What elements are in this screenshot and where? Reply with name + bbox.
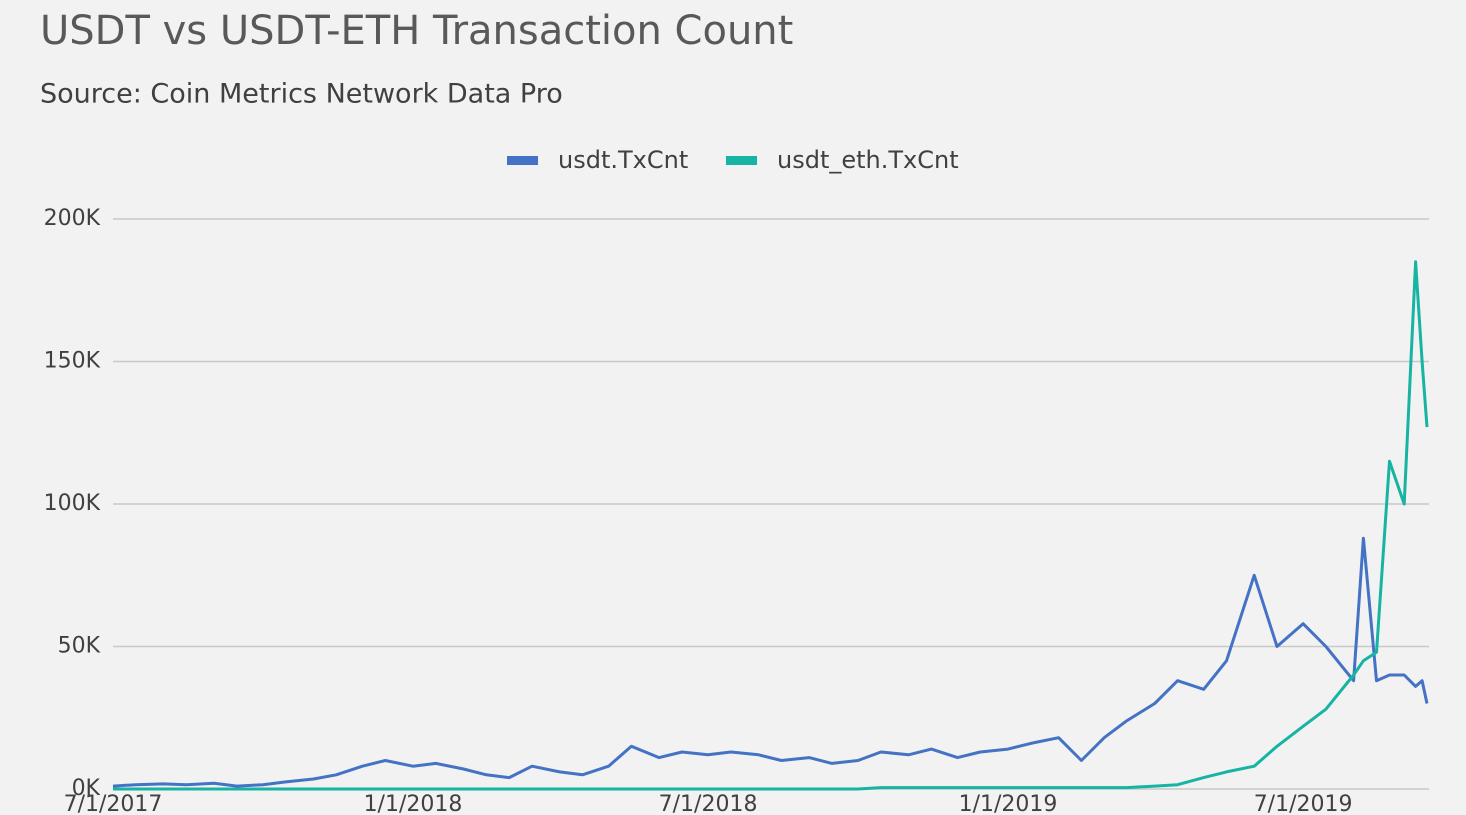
x-tick-label: 7/1/2017 [64,792,163,815]
y-tick-label: 0K [72,776,101,801]
legend-label: usdt.TxCnt [558,146,688,174]
legend-swatch [507,156,538,165]
x-tick-label: 7/1/2019 [1254,792,1353,815]
line-series [113,260,1429,791]
x-tick-label: 7/1/2018 [659,792,758,815]
x-tick-label: 1/1/2018 [364,792,463,815]
y-tick-label: 50K [58,634,101,659]
legend-swatch [726,156,757,165]
legend-label: usdt_eth.TxCnt [777,146,959,174]
x-tick-label: 1/1/2019 [959,792,1058,815]
chart-subtitle: Source: Coin Metrics Network Data Pro [40,79,563,110]
chart-title: USDT vs USDT-ETH Transaction Count [40,8,793,54]
line-series [112,536,1429,788]
y-tick-label: 150K [44,349,101,374]
y-tick-label: 200K [44,206,101,231]
y-tick-label: 100K [44,491,101,516]
